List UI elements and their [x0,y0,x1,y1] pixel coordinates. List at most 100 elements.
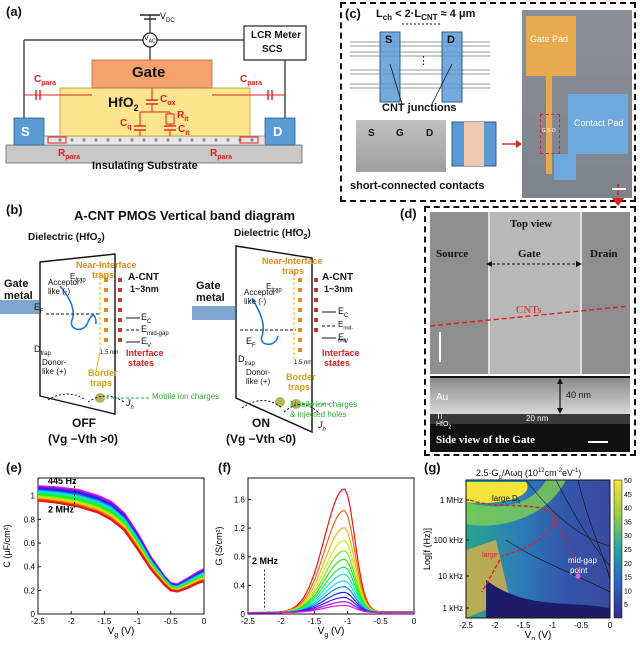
cit-label: Cit [178,124,190,137]
f-series-line [247,566,415,614]
f-series-line [247,604,415,614]
off-near-interface-1: Near-Interface [76,260,137,270]
panel-b-title: A-CNT PMOS Vertical band diagram [74,208,296,223]
e-ytick-label: 0.4 [24,563,36,572]
g-ytick-label: 1 MHz [440,496,463,505]
sem-short-contacts-image [356,120,446,172]
off-donor-2: like (+) [42,367,67,376]
on-near-interface-1: Near-Interface [262,256,323,266]
gate-layer [91,59,213,89]
thickness-20nm: 20 nm [526,414,549,423]
hfo2-label: HfO2 [108,94,139,113]
panel-b: (b) A-CNT PMOS Vertical band diagram [0,202,360,460]
f-series-line [247,488,415,614]
panel-c-to-d-arrow [612,184,624,206]
off-gate-metal-label-1: Gate [4,278,29,290]
off-dtrap: Dtrap [34,344,51,357]
panel-label-f: (f) [218,460,231,475]
e-ytick-label: 1 [31,492,36,501]
on-gate-metal-label-2: metal [196,292,225,304]
on-gate-metal-label-1: Gate [196,280,221,292]
on-near-interface-2: traps [282,266,305,276]
off-acnt: A-CNT [128,272,160,283]
on-state-label: ON [252,416,270,430]
g-xlabel: Vg (V) [525,630,552,640]
e-xtick-label: -1.5 [98,617,112,626]
junction-dots: ⋮ [418,55,429,67]
off-jh: Jh [126,398,134,411]
interface-trap-heatmap: -2.5 -2 -1.5 -1 -0.5 0 1 kHz 10 kHz 100 kHz 1 MHz… [422,478,632,643]
f-series-line [247,596,415,614]
off-ev: EV [141,336,152,349]
g-colorbar-tick: 15 [624,575,632,582]
on-dielectric-label: Dielectric (HfO2) [234,228,311,241]
f-xtick-label: 0 [412,617,417,626]
g-ylabel: Log[f (Hz)] [422,528,432,570]
panel-label-c: (c) [345,6,361,21]
g-xtick-label: -2.5 [459,621,473,630]
g-colorbar-tick: 35 [624,519,632,526]
sem-s: S [368,128,375,139]
vac-label: VAC [144,35,156,45]
e-ytick-label: 0.8 [24,515,36,524]
g-noise-region [486,580,610,618]
g-xtick-label: -0.5 [574,621,588,630]
on-acnt: A-CNT [322,272,354,283]
cnt-junction-schematic [350,23,522,167]
hfo2-label-d: HfO2 [436,421,452,431]
panel-label-g: (g) [424,460,441,475]
g-colorbar-tick: 25 [624,547,632,554]
on-acnt-size: 1~3nm [324,284,353,294]
contact-pad-label: Contact Pad [574,118,624,128]
on-mobile-ions-2: & injected holes [290,410,347,419]
gate-pad-label: Gate Pad [530,34,569,44]
rit-label: Rit [177,110,189,123]
f-ytick-label: 0.8 [234,553,246,562]
vdc-label: VDC [160,11,175,24]
off-donor-1: Donor- [42,358,67,367]
sem-g: G [396,128,404,139]
panel-e: (e) -2.5 -2 -1.5 -1 -0.5 0 0 0.2 0.4 0.6 0.8 1 445 H… [0,458,214,640]
gate-label: Gate [132,64,166,81]
panel-a: (a) [0,0,310,200]
e-xtick-label: -2 [68,617,76,626]
short-contacts-label: short-connected contacts [350,180,485,192]
au-layer [430,378,630,414]
f-series-line [247,591,415,614]
panel-label-b: (b) [6,202,23,217]
off-border-1: Border [88,368,118,378]
e-xtick-label: 0 [202,617,207,626]
off-dielectric [39,253,116,415]
cox-label: Cox [160,94,176,107]
off-ef: EF [34,302,44,315]
off-condition: (Vg −Vth >0) [48,432,119,446]
on-emid: Emid-gap [338,320,354,344]
sem-d: D [426,128,434,139]
e-xtick-label: -1 [134,617,142,626]
off-state-label: OFF [72,416,96,430]
on-etrap: Etrap [266,282,282,294]
e-axes-frame [37,477,205,615]
off-interface-1: Interface [126,348,164,358]
off-acnt-size: 1~3nm [130,284,159,294]
g-contour-line [525,479,611,547]
capacitance-chart: -2.5 -2 -1.5 -1 -0.5 0 0 0.2 0.4 0.6 0.8 1 445 Hz 2 M… [2,476,207,639]
panel-c: (c) Lch < 2·LCNT ≈ 4 μm S D ⋮ CNT juncti… [340,2,636,202]
f-xtick-label: -1.5 [308,617,322,626]
ti-label: Ti [436,412,443,421]
on-dielectric [235,245,313,434]
large-label: large [482,552,498,559]
g-colorbar-tick: 10 [624,588,632,595]
substrate-label: Insulating Substrate [92,160,198,172]
thickness-40nm: 40 nm [566,390,592,400]
g-ytick-label: 10 kHz [438,572,463,581]
f-ytick-label: 1.6 [234,495,246,504]
g-midgap-marker [575,573,581,579]
side-view-label: Side view of the Gate [436,434,535,446]
gate-label-d: Gate [518,248,541,260]
off-near-interface-2: traps [92,270,115,280]
on-mobile-ions-1: Mobile ion charges [290,400,358,409]
heatmap-title: 2.5·Gp/Aωq (1012cm-2eV-1) [476,468,582,481]
e-xtick-label: -0.5 [164,617,178,626]
on-donor-1: Donor- [246,368,271,377]
